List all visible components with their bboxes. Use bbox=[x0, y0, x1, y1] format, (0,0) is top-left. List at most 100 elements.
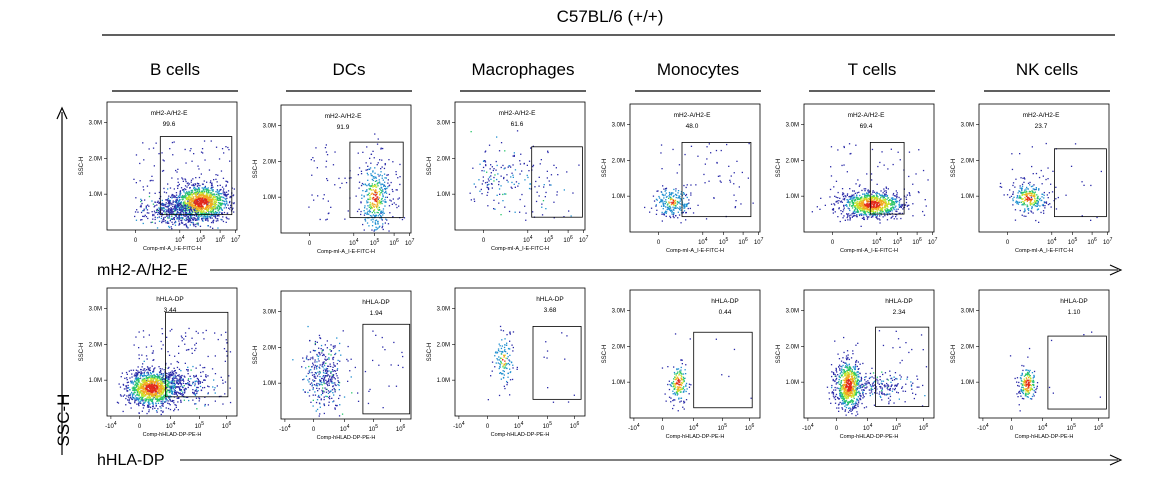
event-dot bbox=[193, 376, 195, 378]
event-dot bbox=[206, 204, 208, 206]
event-dot bbox=[849, 205, 851, 207]
event-dot bbox=[218, 199, 220, 202]
event-dot bbox=[177, 202, 179, 204]
event-dot bbox=[887, 209, 889, 212]
event-dot bbox=[157, 399, 159, 402]
event-dot bbox=[188, 209, 190, 211]
event-dot bbox=[370, 185, 372, 187]
event-dot bbox=[212, 190, 214, 192]
event-dot bbox=[141, 372, 143, 374]
event-dot bbox=[859, 199, 862, 201]
event-dot bbox=[500, 185, 502, 187]
event-dot bbox=[184, 201, 186, 204]
event-dot bbox=[545, 191, 547, 194]
event-dot bbox=[898, 212, 900, 215]
event-dot bbox=[147, 372, 149, 374]
event-dot bbox=[122, 383, 124, 386]
event-dot bbox=[175, 200, 177, 203]
event-dot bbox=[162, 411, 164, 413]
event-dot bbox=[901, 203, 903, 206]
event-dot bbox=[392, 161, 394, 163]
event-dot bbox=[685, 194, 687, 197]
event-dot bbox=[1032, 173, 1034, 175]
event-dot bbox=[378, 197, 380, 199]
event-dot bbox=[1025, 215, 1027, 217]
event-dot bbox=[667, 203, 669, 205]
event-dot bbox=[1026, 204, 1028, 206]
event-dot bbox=[369, 198, 372, 200]
event-dot bbox=[893, 208, 895, 211]
event-dot bbox=[222, 190, 224, 192]
event-dot bbox=[128, 400, 130, 402]
event-dot bbox=[176, 207, 179, 209]
event-dot bbox=[196, 188, 198, 191]
event-dot bbox=[912, 215, 914, 217]
event-dot bbox=[223, 200, 225, 202]
event-dot bbox=[1043, 194, 1045, 196]
event-dot bbox=[179, 223, 181, 225]
event-dot bbox=[374, 200, 376, 202]
event-dot bbox=[153, 165, 155, 167]
event-dot bbox=[908, 204, 910, 206]
event-dot bbox=[146, 209, 149, 211]
event-dot bbox=[521, 170, 523, 172]
event-dot bbox=[870, 207, 872, 210]
event-dot bbox=[187, 384, 190, 386]
event-dot bbox=[850, 214, 852, 216]
event-dot bbox=[222, 196, 224, 199]
event-dot bbox=[203, 214, 206, 217]
event-dot bbox=[374, 167, 376, 169]
event-dot bbox=[192, 218, 194, 220]
event-dot bbox=[136, 393, 139, 395]
event-dot bbox=[199, 193, 201, 195]
event-dot bbox=[191, 337, 193, 339]
event-dot bbox=[161, 206, 163, 209]
event-dot bbox=[135, 219, 138, 221]
event-dot bbox=[1052, 170, 1054, 172]
event-dot bbox=[385, 192, 388, 194]
event-dot bbox=[380, 202, 382, 204]
event-dot bbox=[488, 180, 490, 182]
event-dot bbox=[130, 398, 133, 400]
event-dot bbox=[657, 190, 659, 192]
event-dot bbox=[387, 223, 390, 225]
event-dot bbox=[157, 213, 159, 216]
event-dot bbox=[893, 198, 895, 200]
event-dot bbox=[1026, 198, 1029, 200]
event-dot bbox=[160, 410, 162, 412]
event-dot bbox=[221, 202, 223, 205]
plot-frame bbox=[280, 104, 412, 234]
event-dot bbox=[871, 195, 874, 197]
event-dot bbox=[1034, 201, 1036, 203]
event-dot bbox=[376, 197, 378, 199]
event-dot bbox=[131, 387, 133, 389]
event-dot bbox=[165, 397, 167, 399]
event-dot bbox=[226, 201, 228, 203]
event-dot bbox=[190, 209, 193, 212]
event-dot bbox=[192, 365, 194, 368]
event-dot bbox=[195, 187, 197, 190]
event-dot bbox=[149, 369, 151, 372]
event-dot bbox=[196, 197, 198, 200]
event-dot bbox=[144, 399, 146, 402]
event-dot bbox=[177, 396, 179, 398]
event-dot bbox=[858, 206, 860, 208]
event-dot bbox=[148, 334, 150, 336]
event-dot bbox=[133, 375, 135, 377]
event-dot bbox=[1096, 216, 1098, 219]
event-dot bbox=[867, 190, 869, 192]
event-dot bbox=[203, 207, 205, 209]
event-dot bbox=[372, 176, 374, 178]
event-dot bbox=[852, 205, 854, 207]
event-dot bbox=[168, 373, 170, 375]
event-dot bbox=[175, 392, 177, 394]
event-dot bbox=[859, 214, 861, 217]
event-dot bbox=[865, 205, 867, 207]
event-dot bbox=[135, 197, 137, 199]
event-dot bbox=[161, 405, 163, 407]
event-dot bbox=[188, 210, 191, 212]
event-dot bbox=[381, 159, 383, 161]
event-dot bbox=[906, 205, 908, 207]
event-dot bbox=[143, 159, 145, 161]
